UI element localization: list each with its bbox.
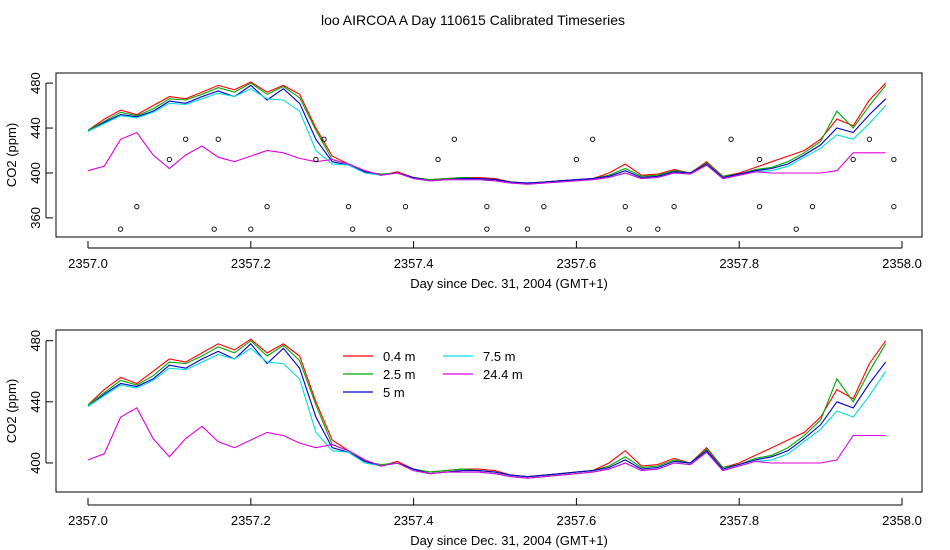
scatter-point [891,204,897,210]
plot-frame [55,329,923,493]
scatter-point [183,136,189,142]
legend-label: 7.5 m [483,349,516,364]
scatter-point [524,226,531,232]
scatter-point [386,226,392,232]
series-line-5-m [87,84,887,184]
scatter-point [451,136,457,142]
x-tick-label: 2358.0 [882,256,922,271]
scatter-point [728,136,734,142]
scatter-point [484,204,490,210]
y-tick-label: 400 [28,452,43,474]
scatter-point [756,156,763,163]
scatter-point [541,204,547,210]
chart-title: loo AIRCOA A Day 110615 Calibrated Times… [321,12,625,28]
series-line-24-4-m [87,131,886,185]
y-axis-title: CO2 (ppm) [4,379,19,443]
series-line-7-5-m [87,88,887,185]
series-line-0-4-m [87,338,887,478]
legend-label: 2.5 m [383,367,416,382]
scatter-point [134,204,140,210]
y-tick-label: 440 [28,391,43,413]
x-tick-label: 2357.2 [231,256,271,271]
y-tick-label: 360 [28,207,43,229]
scatter-point [671,204,677,210]
x-tick-label: 2357.8 [719,256,759,271]
legend-label: 0.4 m [383,349,416,364]
scatter-point [349,226,356,232]
x-tick-label: 2357.0 [68,256,108,271]
scatter-point [215,136,221,142]
scatter-point [809,204,816,210]
scatter-point [166,156,173,163]
x-tick-label: 2357.4 [394,256,434,271]
scatter-point [484,226,490,232]
scatter-point [313,156,319,163]
scatter-point [891,156,897,163]
scatter-point [435,156,441,163]
plot-area [87,81,897,232]
bottom-panel: 2357.0 2357.2 2357.4 2357.6 2357.8 2358.0 Day … [4,329,923,548]
scatter-point [402,204,409,210]
y-tick-label: 480 [28,72,43,94]
x-axis-title: Day since Dec. 31, 2004 (GMT+1) [410,533,608,548]
x-tick-label: 2357.6 [557,256,597,271]
legend-label: 24.4 m [483,367,523,382]
scatter-point [345,204,352,210]
x-tick-label: 2357.4 [394,513,434,528]
x-tick-label: 2358.0 [882,513,922,528]
plot-area [87,338,887,479]
scatter-point [793,226,799,232]
x-tick-label: 2357.6 [557,513,597,528]
plot-frame [55,72,923,238]
x-axis-title: Day since Dec. 31, 2004 (GMT+1) [410,276,608,291]
y-tick-label: 440 [28,117,43,139]
scatter-point [211,226,217,232]
y-tick-label: 480 [28,330,43,352]
x-tick-label: 2357.8 [719,513,759,528]
series-line-5-m [87,342,887,478]
y-axis-title: CO2 (ppm) [4,123,19,187]
scatter-point [756,204,763,210]
scatter-point [626,226,632,232]
x-tick-label: 2357.2 [231,513,271,528]
scatter-point [573,156,580,163]
series-line-0-4-m [87,81,887,184]
legend-label: 5 m [383,385,405,400]
series-line-2-5-m [87,82,887,184]
scatter-point [321,136,327,142]
scatter-point [850,156,856,163]
scatter-point [866,136,873,142]
scatter-point [264,204,270,210]
y-tick-label: 400 [28,162,43,184]
x-tick-label: 2357.0 [68,513,108,528]
scatter-point [655,226,661,232]
legend: 0.4 m 2.5 m 5 m 7.5 m 24.4 m [343,349,523,400]
series-line-24-4-m [87,407,886,479]
top-panel: 2357.0 2357.2 2357.4 2357.6 2357.8 2358.0 Day … [4,72,923,291]
scatter-point [590,136,596,142]
scatter-point [622,204,628,210]
scatter-point [248,226,254,232]
scatter-point [117,226,124,232]
